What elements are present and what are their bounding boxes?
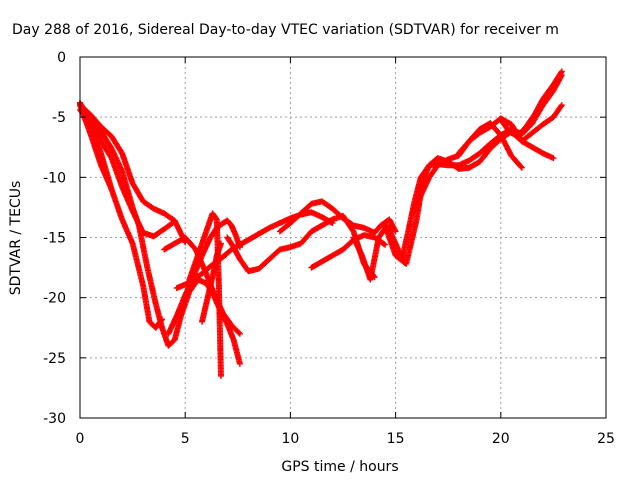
data-point [168,220,175,227]
x-tick-label: 0 [76,431,85,447]
y-tick-label: -5 [52,110,66,126]
grid-layer [80,57,606,418]
data-track [186,210,224,379]
x-axis-label: GPS time / hours [281,459,398,475]
data-point [518,164,525,171]
tick-layer: 0 5 10 15 20 25 0 -5 -10 -15 -20 -25 -30 [43,50,615,447]
data-point [550,155,557,162]
data-point [236,330,243,337]
data-point [558,102,565,109]
data-track [382,102,565,267]
x-tick-label: 20 [492,431,510,447]
data-layer [77,68,565,379]
x-tick-label: 5 [181,431,190,447]
data-track [199,240,224,325]
data-point [217,240,224,247]
plot-frame [79,56,607,419]
data-point [392,228,399,235]
data-point [558,68,565,75]
data-point [236,360,243,367]
y-tick-label: -15 [43,231,66,247]
data-point [169,220,176,227]
data-point [380,240,387,247]
data-track [497,68,565,140]
y-tick-label: -25 [43,351,66,367]
y-tick-label: -10 [43,170,66,186]
y-tick-label: -20 [43,291,66,307]
x-tick-label: 25 [597,431,615,447]
data-track [455,115,557,162]
data-point [382,241,389,248]
data-point [517,163,524,170]
x-tick-label: 15 [387,431,405,447]
y-tick-label: 0 [57,50,66,66]
y-axis-label: SDTVAR / TECUs [8,181,24,296]
y-tick-label: -30 [43,411,66,427]
chart-title: Day 288 of 2016, Sidereal Day-to-day VTE… [12,22,559,38]
data-point [558,69,565,76]
x-tick-label: 10 [281,431,299,447]
data-track [350,72,565,283]
data-point [557,103,564,110]
data-point [235,329,242,336]
data-point [217,372,224,379]
data-track [77,99,166,331]
data-track [276,198,399,236]
